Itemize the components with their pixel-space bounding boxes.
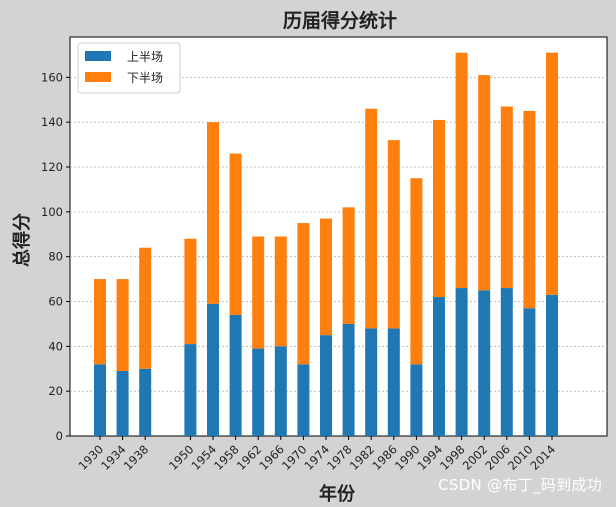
- x-tick-label: 1934: [98, 442, 129, 473]
- y-tick-label: 40: [48, 339, 63, 353]
- chart-title: 历届得分统计: [283, 9, 397, 32]
- plot-area: [69, 36, 608, 437]
- legend-swatch: [85, 51, 111, 61]
- y-tick-label: 100: [41, 205, 63, 219]
- y-axis-ticks: 0 20 40 60 80 100 120 140 160: [41, 70, 70, 443]
- x-tick-label: 2014: [528, 442, 559, 473]
- bars: [94, 52, 558, 436]
- y-tick-label: 80: [48, 250, 63, 264]
- bar-second-half-1934: [116, 279, 129, 371]
- bar-second-half-1990: [410, 178, 423, 365]
- legend-label: 上半场: [127, 50, 163, 64]
- watermark: CSDN @布丁_码到成功: [438, 476, 602, 494]
- bar-second-half-2014: [546, 52, 558, 295]
- x-tick-label: 1930: [76, 442, 107, 473]
- bar-second-half-1982: [365, 108, 378, 329]
- legend-label: 下半场: [127, 71, 163, 85]
- legend-swatch: [85, 72, 111, 82]
- bar-second-half-2002: [478, 75, 491, 291]
- bar-first-half-1954: [207, 303, 219, 436]
- bar-first-half-1986: [387, 328, 400, 436]
- x-axis-label: 年份: [319, 483, 356, 505]
- x-tick-label: 1974: [302, 442, 333, 473]
- x-tick-label: 1962: [234, 442, 265, 473]
- x-tick-label: 2006: [482, 442, 513, 473]
- x-tick-label: 1994: [415, 442, 446, 473]
- bar-first-half-1962: [252, 348, 265, 436]
- bar-second-half-1950: [184, 238, 197, 345]
- bar-second-half-1930: [94, 279, 106, 365]
- bar-first-half-1934: [116, 370, 129, 436]
- x-tick-label: 1950: [166, 442, 197, 473]
- x-tick-label: 1970: [279, 442, 310, 473]
- x-tick-label: 2010: [505, 442, 536, 473]
- y-tick-label: 20: [48, 384, 63, 398]
- bar-second-half-1994: [433, 119, 445, 298]
- bar-first-half-1966: [274, 346, 287, 436]
- bar-second-half-2010: [523, 110, 536, 309]
- y-tick-label: 60: [48, 295, 63, 309]
- bar-second-half-1998: [455, 52, 468, 289]
- bar-first-half-2006: [500, 288, 513, 436]
- x-tick-label: 1938: [121, 442, 152, 473]
- x-tick-label: 1990: [392, 442, 423, 473]
- bar-first-half-1978: [342, 323, 355, 436]
- y-tick-label: 140: [41, 115, 63, 129]
- bar-second-half-1954: [207, 122, 219, 304]
- x-tick-label: 1954: [189, 442, 220, 473]
- y-axis-label: 总得分: [11, 213, 33, 267]
- y-tick-label: 160: [41, 70, 63, 84]
- bar-first-half-1970: [297, 364, 310, 436]
- bar-second-half-1978: [342, 207, 355, 324]
- bar-second-half-1966: [274, 236, 287, 347]
- bar-second-half-1970: [297, 223, 310, 365]
- x-tick-label: 1978: [324, 442, 355, 473]
- bar-first-half-2002: [478, 290, 491, 436]
- y-tick-label: 120: [41, 160, 63, 174]
- bar-second-half-1986: [387, 140, 400, 329]
- bar-first-half-1982: [365, 328, 378, 436]
- x-tick-label: 1958: [211, 442, 242, 473]
- bar-first-half-1974: [320, 335, 332, 436]
- bar-second-half-2006: [500, 106, 513, 289]
- x-tick-label: 1966: [256, 442, 287, 473]
- bar-second-half-1974: [320, 218, 332, 336]
- x-tick-label: 1986: [369, 442, 400, 473]
- x-tick-label: 1998: [437, 442, 468, 473]
- bar-first-half-1994: [433, 297, 445, 436]
- bar-first-half-2014: [546, 294, 558, 436]
- bar-second-half-1938: [139, 247, 152, 369]
- y-tick-label: 0: [56, 429, 63, 443]
- bar-second-half-1962: [252, 236, 265, 349]
- bar-first-half-1958: [229, 314, 242, 436]
- x-tick-label: 1982: [347, 442, 378, 473]
- bar-first-half-1990: [410, 364, 423, 436]
- bar-first-half-1998: [455, 288, 468, 436]
- bar-second-half-1958: [229, 153, 242, 315]
- x-tick-label: 2002: [460, 442, 491, 473]
- bar-first-half-2010: [523, 308, 536, 436]
- bar-first-half-1950: [184, 344, 197, 436]
- bar-first-half-1930: [94, 364, 106, 436]
- bar-first-half-1938: [139, 368, 152, 436]
